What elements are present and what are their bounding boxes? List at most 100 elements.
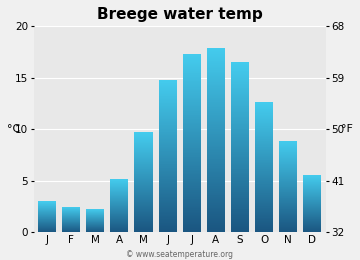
Bar bbox=[255, 205, 273, 206]
Bar bbox=[279, 148, 297, 149]
Bar bbox=[255, 229, 273, 230]
Bar bbox=[255, 114, 273, 115]
Bar bbox=[158, 148, 177, 149]
Bar bbox=[255, 145, 273, 146]
Bar bbox=[207, 168, 225, 169]
Bar bbox=[134, 132, 153, 133]
Bar bbox=[110, 193, 129, 194]
Bar bbox=[183, 208, 201, 209]
Bar bbox=[158, 102, 177, 103]
Bar bbox=[255, 206, 273, 207]
Bar bbox=[231, 173, 249, 174]
Bar bbox=[231, 179, 249, 180]
Bar bbox=[231, 62, 249, 63]
Bar bbox=[207, 55, 225, 56]
Bar bbox=[110, 201, 129, 202]
Bar bbox=[303, 231, 321, 232]
Bar bbox=[183, 141, 201, 142]
Bar bbox=[158, 90, 177, 91]
Bar bbox=[183, 122, 201, 124]
Bar bbox=[183, 174, 201, 175]
Bar bbox=[231, 165, 249, 166]
Bar bbox=[183, 54, 201, 55]
Bar bbox=[183, 68, 201, 69]
Bar bbox=[183, 170, 201, 171]
Bar bbox=[158, 144, 177, 145]
Bar bbox=[279, 211, 297, 212]
Bar bbox=[255, 228, 273, 229]
Bar bbox=[207, 191, 225, 192]
Bar bbox=[207, 212, 225, 213]
Bar bbox=[231, 205, 249, 206]
Bar bbox=[231, 206, 249, 207]
Bar bbox=[255, 118, 273, 119]
Bar bbox=[231, 138, 249, 139]
Bar bbox=[255, 128, 273, 129]
Bar bbox=[110, 202, 129, 203]
Bar bbox=[231, 116, 249, 118]
Bar bbox=[158, 192, 177, 193]
Bar bbox=[255, 161, 273, 162]
Bar bbox=[207, 65, 225, 66]
Bar bbox=[183, 98, 201, 99]
Bar bbox=[255, 218, 273, 219]
Bar bbox=[255, 202, 273, 203]
Bar bbox=[207, 175, 225, 176]
Bar bbox=[183, 196, 201, 197]
Bar bbox=[231, 177, 249, 178]
Bar bbox=[255, 196, 273, 197]
Bar bbox=[134, 193, 153, 194]
Bar bbox=[231, 171, 249, 172]
Bar bbox=[303, 200, 321, 201]
Bar bbox=[255, 210, 273, 211]
Bar bbox=[231, 72, 249, 73]
Bar bbox=[303, 189, 321, 190]
Bar bbox=[231, 191, 249, 192]
Bar bbox=[207, 79, 225, 80]
Bar bbox=[255, 185, 273, 186]
Bar bbox=[207, 131, 225, 132]
Bar bbox=[110, 222, 129, 223]
Bar bbox=[183, 228, 201, 229]
Bar bbox=[279, 190, 297, 191]
Bar bbox=[134, 205, 153, 206]
Bar bbox=[279, 171, 297, 172]
Bar bbox=[134, 139, 153, 140]
Bar bbox=[255, 116, 273, 117]
Bar bbox=[255, 155, 273, 156]
Bar bbox=[231, 170, 249, 171]
Bar bbox=[158, 139, 177, 140]
Bar bbox=[255, 160, 273, 161]
Bar bbox=[279, 222, 297, 223]
Bar bbox=[255, 110, 273, 111]
Bar bbox=[158, 181, 177, 182]
Bar bbox=[110, 179, 129, 180]
Bar bbox=[134, 223, 153, 224]
Bar bbox=[255, 133, 273, 134]
Bar bbox=[183, 198, 201, 199]
Bar bbox=[183, 184, 201, 185]
Bar bbox=[279, 206, 297, 207]
Bar bbox=[183, 111, 201, 112]
Bar bbox=[158, 230, 177, 231]
Bar bbox=[158, 164, 177, 165]
Bar bbox=[231, 105, 249, 106]
Bar bbox=[158, 101, 177, 102]
Bar bbox=[158, 187, 177, 188]
Bar bbox=[255, 193, 273, 194]
Bar bbox=[231, 63, 249, 64]
Bar bbox=[303, 198, 321, 199]
Bar bbox=[183, 229, 201, 230]
Bar bbox=[255, 144, 273, 145]
Bar bbox=[207, 88, 225, 89]
Bar bbox=[303, 225, 321, 226]
Bar bbox=[183, 104, 201, 105]
Bar bbox=[231, 133, 249, 134]
Bar bbox=[207, 109, 225, 110]
Bar bbox=[279, 181, 297, 182]
Bar bbox=[158, 134, 177, 135]
Bar bbox=[183, 217, 201, 218]
Bar bbox=[255, 119, 273, 120]
Bar bbox=[303, 177, 321, 178]
Bar bbox=[279, 170, 297, 171]
